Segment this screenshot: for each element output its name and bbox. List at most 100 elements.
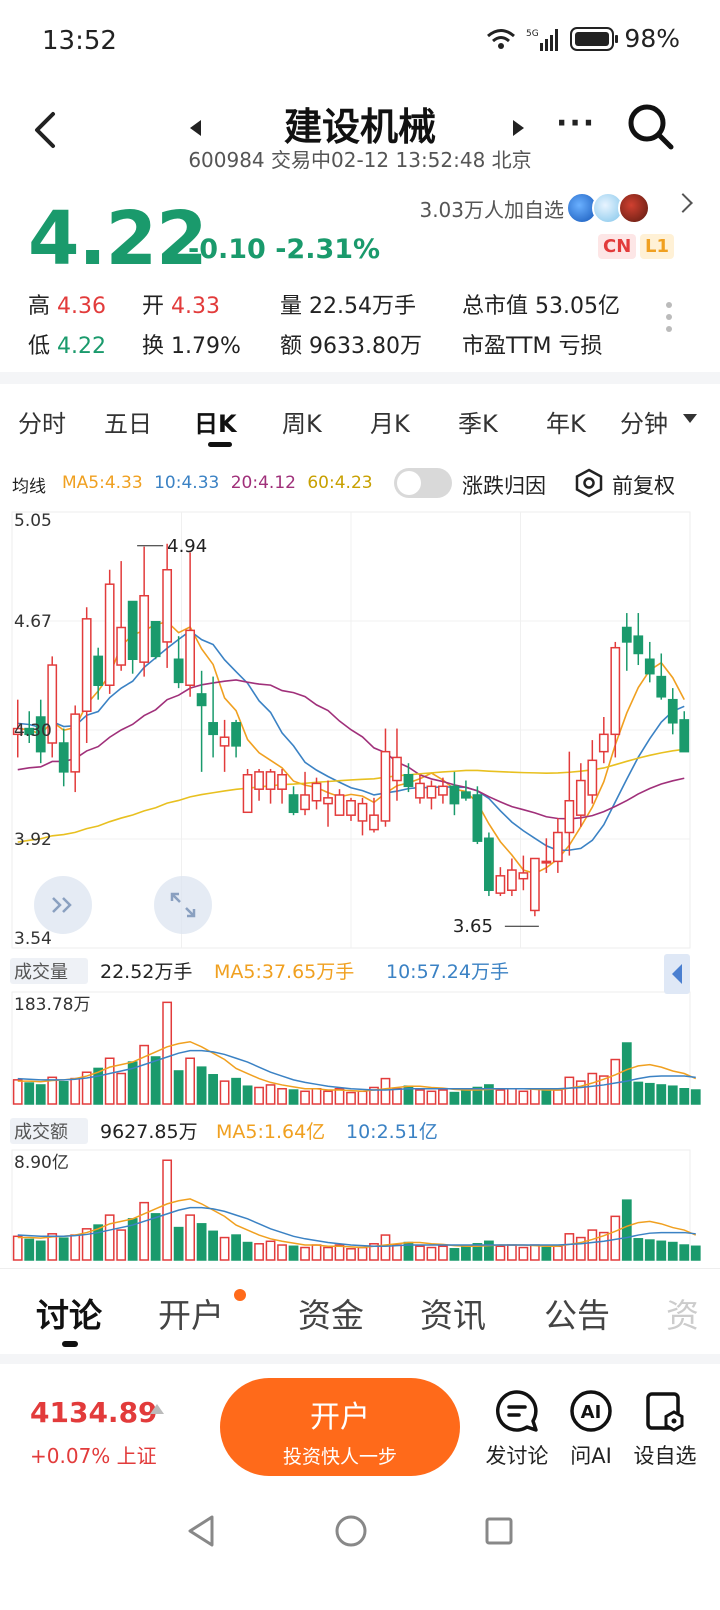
index-change: +0.07% 上证 [30,1444,157,1468]
next-stock-button[interactable] [513,120,524,136]
tab-news[interactable]: 资讯 [420,1296,486,1335]
nav-recents-icon[interactable] [484,1516,514,1546]
volume-bar [35,1084,46,1105]
nav-home-icon[interactable] [334,1514,368,1548]
candle-body [587,759,598,796]
volume-bar [12,1079,23,1105]
volume-bar [357,1246,368,1261]
volume-bar [529,1088,540,1105]
fullscreen-button[interactable] [154,876,212,934]
candle-body [150,620,161,658]
panel-label-bg [10,1118,88,1144]
high-marker-label: 4.94 [167,536,207,557]
tab-weekly-k[interactable]: 周K [282,410,322,438]
prev-stock-button[interactable] [190,120,201,136]
add-watchlist-button[interactable]: 设自选 [630,1388,700,1470]
candle-body [277,774,287,790]
volume-bar [449,1091,460,1105]
tab-funds[interactable]: 资金 [298,1296,364,1335]
hexagon-settings-icon[interactable] [574,468,604,498]
candle-body [288,794,299,814]
candle-body [81,618,92,712]
panel-max-label: 8.90亿 [14,1153,69,1173]
candle-body [311,782,322,802]
candle-body [127,600,138,661]
tab-minute[interactable]: 分钟 [620,410,668,438]
ma20-value: 20:4.12 [230,473,296,493]
volume-bar [472,1243,483,1261]
index-value[interactable]: 4134.89 [30,1396,158,1429]
back-button[interactable] [24,102,64,158]
candle-body [93,655,104,686]
volume-bar [185,1057,196,1105]
tab-open-account[interactable]: 开户 [158,1296,224,1335]
candle-body [564,799,575,834]
tab-monthly-k[interactable]: 月K [370,410,410,438]
open-account-button[interactable]: 开户 投资快人一步 [220,1378,460,1476]
search-icon[interactable] [626,102,676,152]
stat-turnover: 换 1.79% [142,334,241,359]
nav-back-icon[interactable] [186,1514,216,1548]
tab-yearly-k[interactable]: 年K [546,410,586,438]
volume-bar [208,1230,218,1261]
volume-bar [461,1089,471,1105]
panel-label: 成交额 [14,1122,68,1143]
volume-bar [380,1234,391,1261]
candle-body [380,750,391,822]
tab-daily-k[interactable]: 日K [194,410,237,438]
candle-body [219,736,230,747]
low-marker-label: 3.65 [453,916,493,937]
volume-bar [70,1077,81,1105]
svg-text:AI: AI [581,1402,602,1423]
panel-label-bg [10,958,88,984]
candle-body [35,716,46,753]
volume-bar [346,1248,356,1261]
volume-bar [541,1246,552,1261]
tab-more[interactable]: 资 [666,1296,699,1335]
adjust-label[interactable]: 前复权 [612,474,675,498]
tab-discussion[interactable]: 讨论 [36,1296,102,1335]
volume-bar [449,1248,460,1261]
tab-announcements[interactable]: 公告 [544,1296,610,1335]
panel-ma5: MA5:1.64亿 [216,1121,325,1143]
candle-body [70,713,81,773]
amount-panel: 成交额 9627.85万 MA5:1.64亿 10:2.51亿 8.90亿 [0,1114,720,1261]
volume-bar [518,1090,529,1105]
chevron-down-icon[interactable] [683,414,697,423]
volume-bar [231,1234,241,1261]
stats-more-icon[interactable] [666,302,672,332]
ma60-value: 60:4.23 [307,473,373,493]
volume-bar [679,1244,690,1261]
ask-ai-button[interactable]: AI 问AI [556,1388,626,1470]
volume-bar [12,1235,23,1261]
open-account-label: 开户 [310,1400,370,1435]
volume-bar [518,1246,529,1261]
stat-pe: 市盈TTM 亏损 [462,334,603,359]
ai-icon: AI [570,1390,612,1432]
attribution-toggle[interactable] [394,468,452,498]
candle-body [598,733,609,753]
more-button[interactable]: ··· [556,106,597,141]
panel-label: 成交量 [14,962,68,983]
tab-five-day[interactable]: 五日 [104,410,152,438]
volume-bar [415,1245,425,1261]
volume-bar [587,1229,598,1261]
volume-bar [610,1058,621,1105]
tab-intraday[interactable]: 分时 [18,410,66,438]
volume-bar [598,1231,609,1261]
watch-count-row[interactable]: 3.03万人加自选 [419,192,650,224]
post-discussion-button[interactable]: 发讨论 [482,1388,552,1470]
expand-left-button[interactable] [34,876,92,934]
chevron-right-icon[interactable] [673,193,693,213]
tab-active-indicator [62,1341,78,1347]
stat-open: 开 4.33 [142,294,220,319]
battery-icon [570,26,619,51]
kline-chart[interactable]: 5.05 4.67 4.30 3.92 3.54 4.94 3.65 成交量 22.52万手 M… [0,502,720,1262]
l1-badge: L1 [640,234,674,259]
volume-bar [173,1070,184,1105]
period-tabs: 分时 五日 日K 周K 月K 季K 年K 分钟 [0,390,720,456]
volume-bar [104,1057,115,1105]
ma-label: 均线 [12,477,46,497]
tab-quarterly-k[interactable]: 季K [458,410,498,438]
candle-body [346,799,356,816]
